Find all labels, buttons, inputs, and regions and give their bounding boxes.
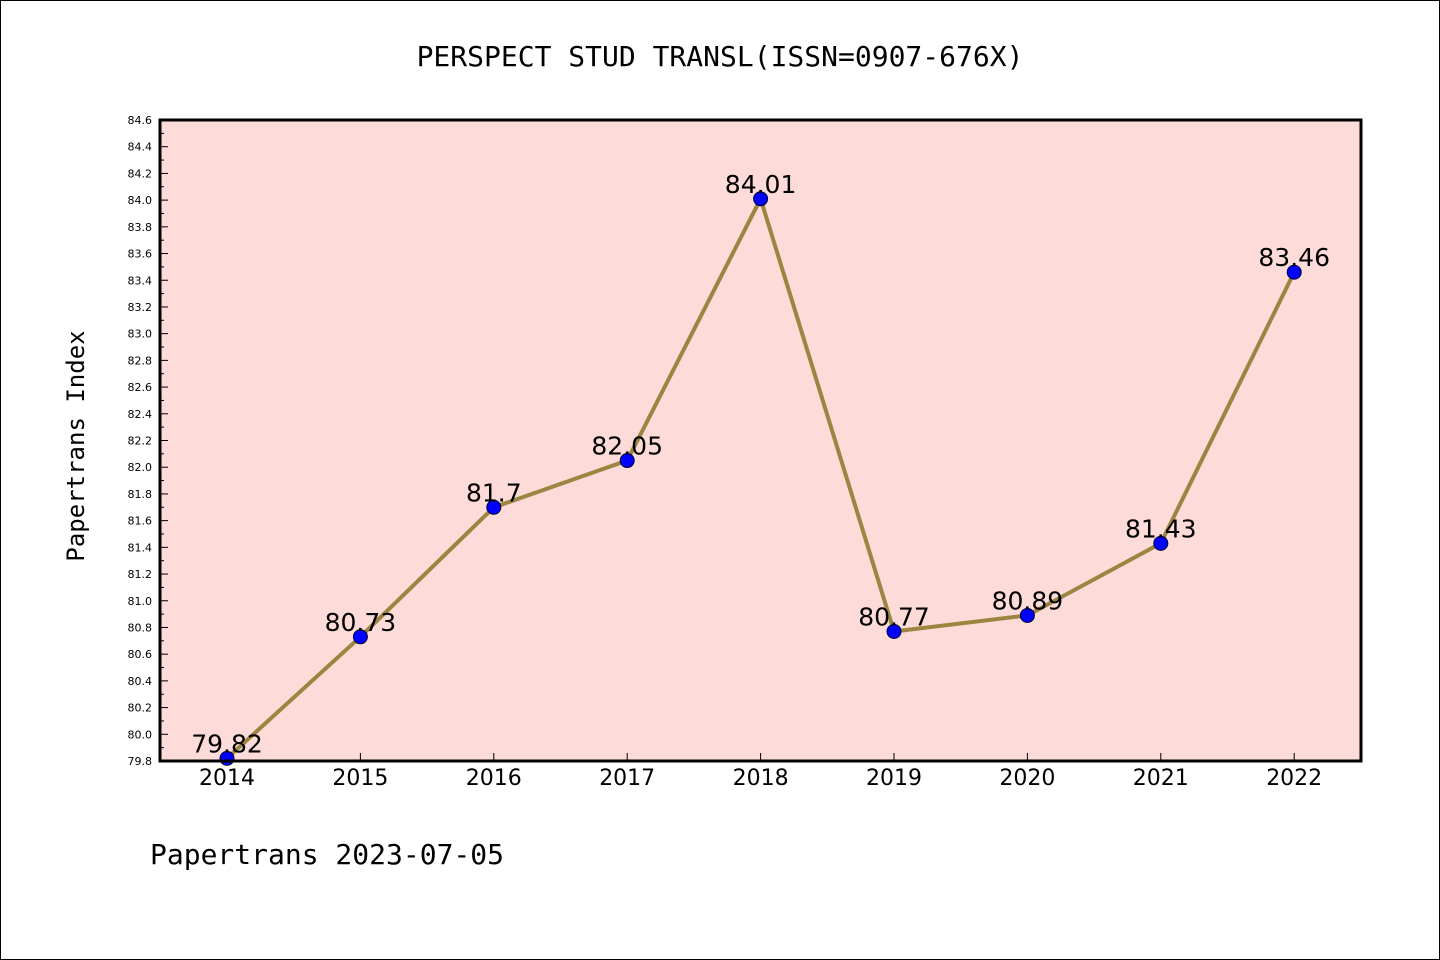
y-tick-label: 82.2 xyxy=(128,435,153,448)
y-axis-label: Papertrans Index xyxy=(62,330,90,561)
footer-credit: Papertrans 2023-07-05 xyxy=(150,838,504,871)
y-tick-label: 84.0 xyxy=(128,194,153,207)
x-tick-label: 2017 xyxy=(599,766,655,791)
axis-ticks: 79.8 80.0 80.2 80.4 80.6 80.8 81.0 81.2 81.4 81.6… xyxy=(128,114,1323,791)
data-label-2019: 80.77 xyxy=(858,602,930,631)
y-tick-label: 84.2 xyxy=(128,167,153,180)
x-tick-label: 2016 xyxy=(466,766,522,791)
y-tick-label: 83.2 xyxy=(128,301,153,314)
y-tick-label: 82.4 xyxy=(128,408,153,421)
y-tick-label: 81.2 xyxy=(128,568,153,581)
y-tick-label: 81.4 xyxy=(128,541,153,554)
y-tick-label: 81.0 xyxy=(128,595,153,608)
x-tick-label: 2014 xyxy=(199,766,255,791)
chart-title: PERSPECT STUD TRANSL(ISSN=0907-676X) xyxy=(417,40,1024,73)
y-tick-label: 79.8 xyxy=(128,755,153,768)
y-tick-label: 80.0 xyxy=(128,728,153,741)
x-tick-label: 2020 xyxy=(999,766,1055,791)
data-labels: 79.82 80.73 81.7 82.05 84.01 80.77 80.89 81.43 8… xyxy=(191,170,1330,759)
plot-area xyxy=(160,120,1361,761)
x-tick-label: 2018 xyxy=(733,766,789,791)
data-markers xyxy=(219,191,1302,766)
y-tick-label: 80.8 xyxy=(128,621,153,634)
y-tick-label: 82.0 xyxy=(128,461,153,474)
data-label-2022: 83.46 xyxy=(1258,243,1330,272)
y-tick-label: 83.4 xyxy=(128,274,153,287)
data-point-2019 xyxy=(886,623,902,639)
data-label-2014: 79.82 xyxy=(191,729,263,758)
y-tick-label: 84.4 xyxy=(128,141,153,154)
data-label-2018: 84.01 xyxy=(725,170,797,199)
data-label-2015: 80.73 xyxy=(325,608,397,637)
y-tick-label: 80.6 xyxy=(128,648,153,661)
y-tick-label: 82.6 xyxy=(128,381,153,394)
data-label-2020: 80.89 xyxy=(992,586,1064,615)
x-tick-label: 2019 xyxy=(866,766,922,791)
data-label-2017: 82.05 xyxy=(591,432,663,461)
y-tick-label: 81.6 xyxy=(128,515,153,528)
y-tick-label: 81.8 xyxy=(128,488,153,501)
y-tick-label: 83.0 xyxy=(128,328,153,341)
x-tick-label: 2021 xyxy=(1133,766,1189,791)
y-tick-label: 83.8 xyxy=(128,221,153,234)
y-tick-label: 80.4 xyxy=(128,675,153,688)
y-tick-label: 84.6 xyxy=(128,114,153,127)
data-point-2016 xyxy=(486,499,502,515)
y-tick-label: 82.8 xyxy=(128,354,153,367)
x-tick-label: 2015 xyxy=(332,766,388,791)
data-point-2020 xyxy=(1019,607,1035,623)
plot-frame xyxy=(158,118,1363,763)
data-point-2017 xyxy=(619,453,635,469)
x-tick-label: 2022 xyxy=(1266,766,1322,791)
data-label-2021: 81.43 xyxy=(1125,514,1197,543)
data-point-2021 xyxy=(1153,535,1169,551)
data-point-2022 xyxy=(1286,264,1302,280)
y-tick-label: 80.2 xyxy=(128,702,153,715)
data-point-2018 xyxy=(753,191,769,207)
data-point-2015 xyxy=(352,629,368,645)
y-tick-label: 83.6 xyxy=(128,248,153,261)
data-label-2016: 81.7 xyxy=(466,478,522,507)
